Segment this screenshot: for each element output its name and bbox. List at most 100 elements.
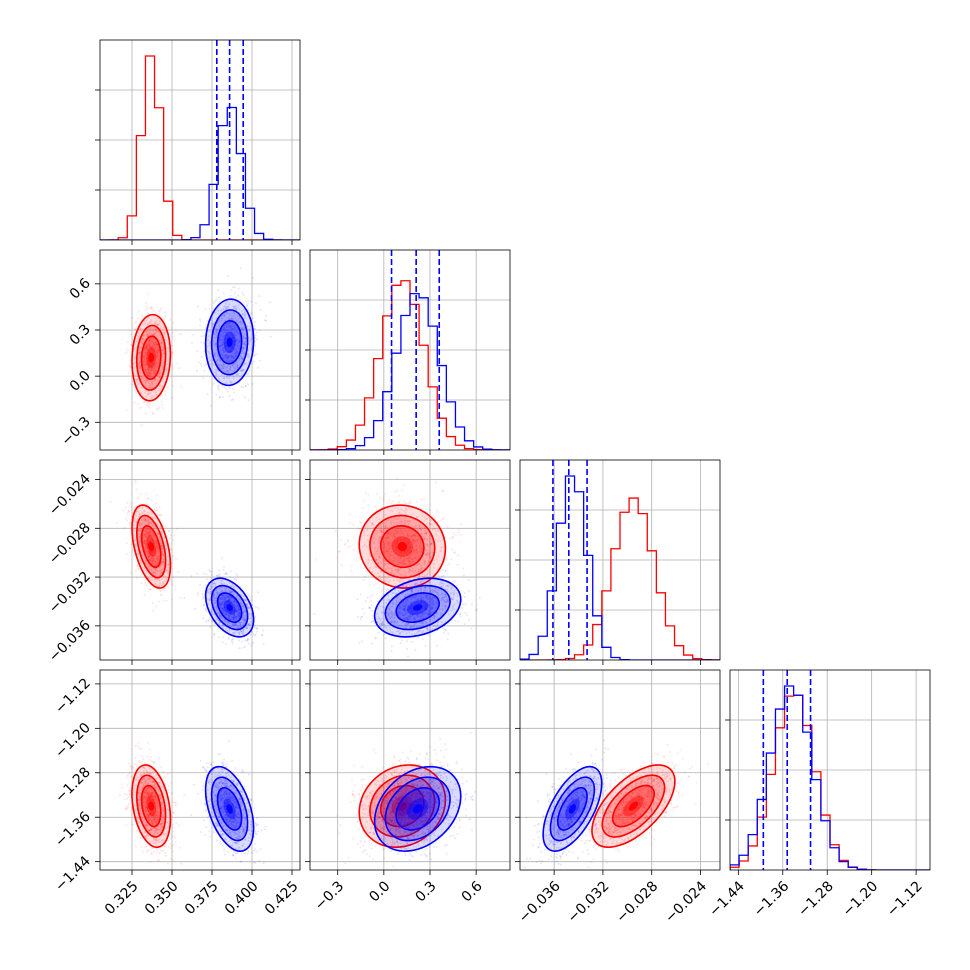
scatter-point xyxy=(155,343,158,346)
scatter-point xyxy=(145,401,148,404)
scatter-point xyxy=(158,339,161,342)
scatter-point xyxy=(231,354,233,357)
scatter-point xyxy=(144,379,147,382)
scatter-point xyxy=(155,502,157,505)
scatter-point xyxy=(202,604,205,607)
scatter-point xyxy=(348,521,351,524)
scatter-point xyxy=(143,547,146,550)
scatter-point xyxy=(154,564,157,567)
scatter-point xyxy=(227,377,230,380)
scatter-point xyxy=(235,319,238,322)
scatter-point xyxy=(148,403,151,406)
scatter-point xyxy=(158,389,161,392)
scatter-point xyxy=(230,312,233,314)
scatter-point xyxy=(154,364,157,367)
scatter-point xyxy=(155,506,158,509)
scatter-point xyxy=(229,347,232,350)
scatter-point xyxy=(214,352,217,355)
scatter-point xyxy=(149,554,152,557)
scatter-point xyxy=(130,344,133,346)
scatter-point xyxy=(224,308,227,311)
scatter-point xyxy=(242,328,245,331)
scatter-point xyxy=(241,313,244,316)
scatter-point xyxy=(237,294,240,297)
scatter-point xyxy=(217,320,220,323)
scatter-point xyxy=(403,484,406,487)
scatter-point xyxy=(147,553,150,556)
scatter-point xyxy=(247,300,250,303)
scatter-point xyxy=(232,337,235,340)
scatter-point xyxy=(143,383,146,386)
scatter-point xyxy=(217,385,220,388)
scatter-point xyxy=(139,361,141,364)
scatter-point xyxy=(126,542,128,545)
scatter-point xyxy=(215,373,218,376)
scatter-point xyxy=(152,558,155,561)
scatter-point xyxy=(207,618,210,621)
scatter-point xyxy=(243,396,246,399)
scatter-point xyxy=(154,348,157,351)
scatter-point xyxy=(157,374,160,377)
scatter-point xyxy=(164,330,167,333)
scatter-point xyxy=(155,542,158,545)
scatter-point xyxy=(155,351,158,354)
scatter-point xyxy=(140,582,143,585)
scatter-point xyxy=(224,349,227,352)
scatter-point xyxy=(219,349,222,352)
scatter-point xyxy=(157,331,160,334)
scatter-point xyxy=(220,308,223,311)
scatter-point xyxy=(156,555,159,558)
scatter-point xyxy=(149,342,152,345)
scatter-point xyxy=(125,552,128,555)
scatter-point xyxy=(162,329,165,331)
scatter-point xyxy=(149,372,152,375)
scatter-point xyxy=(451,548,454,551)
scatter-point xyxy=(231,355,234,358)
scatter-point xyxy=(250,599,253,602)
scatter-point xyxy=(244,639,247,642)
scatter-point xyxy=(144,354,147,356)
scatter-point xyxy=(220,319,223,322)
scatter-point xyxy=(149,329,152,332)
scatter-point xyxy=(173,534,176,537)
scatter-point xyxy=(221,332,224,335)
scatter-point xyxy=(222,368,225,371)
scatter-point xyxy=(139,366,142,368)
scatter-point xyxy=(202,377,205,379)
scatter-point xyxy=(218,396,221,399)
scatter-point xyxy=(147,360,149,363)
scatter-point xyxy=(143,360,146,363)
contour-line-0 xyxy=(131,313,172,402)
scatter-point xyxy=(243,342,246,345)
scatter-point xyxy=(240,385,243,388)
scatter-point xyxy=(157,546,160,549)
scatter-point xyxy=(155,340,158,343)
scatter-point xyxy=(254,633,257,636)
scatter-point xyxy=(229,325,232,328)
scatter-point xyxy=(233,329,236,332)
scatter-point xyxy=(141,342,144,345)
scatter-point xyxy=(442,517,445,520)
scatter-point xyxy=(148,347,150,350)
scatter-point xyxy=(160,341,163,344)
scatter-point xyxy=(144,412,147,415)
scatter-point xyxy=(226,375,229,378)
scatter-point xyxy=(223,386,226,389)
scatter-point xyxy=(127,509,130,512)
scatter-point xyxy=(232,312,235,315)
scatter-point xyxy=(225,326,228,329)
scatter-point xyxy=(151,339,154,342)
scatter-point xyxy=(230,289,233,291)
scatter-point xyxy=(148,364,151,367)
scatter-point xyxy=(145,342,148,345)
scatter-point xyxy=(229,365,232,368)
scatter-point xyxy=(254,334,257,337)
scatter-point xyxy=(166,370,169,372)
scatter-point xyxy=(219,367,222,370)
scatter-point xyxy=(148,366,151,369)
scatter-point xyxy=(217,636,220,639)
scatter-point xyxy=(222,328,225,331)
scatter-point xyxy=(219,363,222,366)
scatter-point xyxy=(154,569,157,572)
scatter-point xyxy=(156,374,159,377)
